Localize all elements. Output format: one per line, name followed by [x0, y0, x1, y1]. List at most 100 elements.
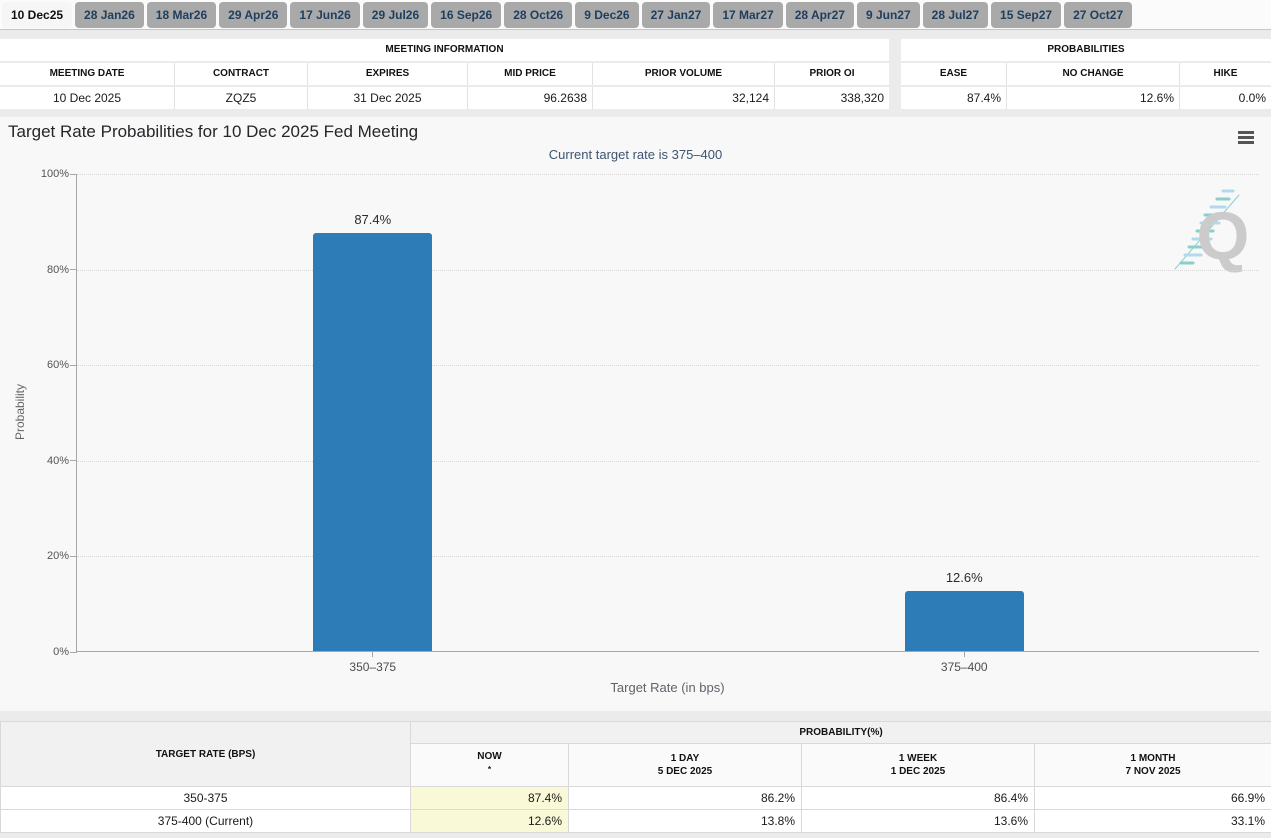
- tab-9-dec26[interactable]: 9 Dec26: [575, 2, 639, 28]
- chart-title: Target Rate Probabilities for 10 Dec 202…: [8, 122, 419, 141]
- x-axis-label: 350–375: [349, 660, 397, 674]
- col-no-change: NO CHANGE: [1007, 63, 1180, 85]
- bar-data-label: 87.4%: [354, 212, 392, 227]
- tab-27-oct27[interactable]: 27 Oct27: [1064, 2, 1133, 28]
- hamburger-menu-icon: [1238, 135, 1254, 139]
- y-axis-tick: [70, 173, 77, 175]
- tab-17-jun26[interactable]: 17 Jun26: [290, 2, 360, 28]
- ease-value: 87.4%: [901, 87, 1007, 109]
- tab-29-jul26[interactable]: 29 Jul26: [362, 2, 429, 28]
- col-expires: EXPIRES: [308, 63, 468, 85]
- one-day-value: 86.2%: [568, 786, 802, 810]
- no-change-value: 12.6%: [1007, 87, 1180, 109]
- y-gridline: [77, 556, 1259, 558]
- rate-375-400-current: 375-400 (Current): [0, 809, 411, 833]
- y-gridline: [77, 174, 1259, 175]
- x-axis-label: 375–400: [940, 660, 988, 674]
- col-contract: CONTRACT: [175, 63, 308, 85]
- y-axis-label: 0%: [53, 646, 69, 658]
- meeting-date-value: 10 Dec 2025: [0, 87, 175, 109]
- hamburger-menu-icon: [1238, 140, 1254, 144]
- tab-27-jan27[interactable]: 27 Jan27: [641, 2, 711, 28]
- meeting-information-table: MEETING INFORMATION MEETING DATE CONTRAC…: [0, 39, 889, 109]
- svg-text:Q: Q: [1197, 198, 1250, 274]
- tab-28-jan26[interactable]: 28 Jan26: [75, 2, 144, 28]
- y-axis-tick: [70, 364, 77, 366]
- meeting-information-header-row: MEETING DATE CONTRACT EXPIRES MID PRICE …: [0, 63, 889, 85]
- plot-area: Q 0% 20% 40% 60% 80% 100% 87.4% 350–375 12.6% 375…: [41, 168, 1259, 674]
- tab-16-sep26[interactable]: 16 Sep26: [431, 2, 502, 28]
- tab-15-sep27[interactable]: 15 Sep27: [991, 2, 1062, 28]
- y-gridline: [77, 269, 1259, 271]
- one-month-value: 33.1%: [1033, 809, 1271, 833]
- probability-history-table: TARGET RATE (BPS) PROBABILITY(%) NOW * 1 …: [0, 721, 1271, 833]
- probabilities-data-row: 87.4% 12.6% 0.0%: [901, 87, 1271, 109]
- contract-value: ZQZ5: [175, 87, 308, 109]
- col-1-week: 1 WEEK 1 DEC 2025: [801, 743, 1035, 787]
- one-month-value: 66.9%: [1033, 786, 1271, 810]
- table-row: 375-400 (Current) 12.6% 13.8% 13.6% 33.1…: [0, 809, 1271, 833]
- expires-value: 31 Dec 2025: [308, 87, 468, 109]
- col-now: NOW *: [410, 743, 569, 787]
- top-info-tables: MEETING INFORMATION MEETING DATE CONTRAC…: [0, 39, 1271, 109]
- col-prior-volume: PRIOR VOLUME: [593, 63, 775, 85]
- col-meeting-date: MEETING DATE: [0, 63, 175, 85]
- tab-9-jun27[interactable]: 9 Jun27: [856, 2, 920, 28]
- one-day-value: 13.8%: [568, 809, 802, 833]
- tab-10-dec25[interactable]: 10 Dec25: [2, 2, 73, 28]
- probability-pct-header: PROBABILITY(%): [409, 721, 1271, 744]
- x-axis-tick: [372, 651, 374, 657]
- y-axis-label: 40%: [46, 454, 69, 467]
- col-ease: EASE: [901, 63, 1007, 85]
- col-1-month: 1 MONTH 7 NOV 2025: [1033, 743, 1271, 787]
- now-footnote-asterisk: *: [487, 763, 492, 774]
- y-axis-label: 60%: [46, 359, 69, 372]
- probabilities-table: PROBABILITIES EASE NO CHANGE HIKE 87.4% …: [901, 39, 1271, 109]
- probability-bar[interactable]: [313, 233, 433, 651]
- y-axis-tick: [70, 555, 77, 557]
- probabilities-title: PROBABILITIES: [901, 39, 1271, 61]
- col-prior-oi: PRIOR OI: [809, 68, 855, 79]
- chart-subtitle: Current target rate is 375–400: [548, 147, 723, 162]
- y-gridline: [77, 460, 1259, 462]
- y-axis-label: 20%: [46, 550, 69, 563]
- prior-oi-value: 338,320: [840, 91, 884, 105]
- y-axis-tick: [70, 460, 77, 462]
- one-week-value: 13.6%: [801, 809, 1035, 833]
- mid-price-value: 96.2638: [468, 87, 593, 109]
- prior-volume-value: 32,124: [593, 87, 775, 109]
- target-rate-probabilities-chart: Target Rate Probabilities for 10 Dec 202…: [0, 117, 1271, 711]
- tab-29-apr26[interactable]: 29 Apr26: [219, 2, 288, 28]
- target-rate-bps-header: TARGET RATE (BPS): [0, 721, 411, 787]
- meeting-date-tabbar: 10 Dec25 28 Jan26 18 Mar26 29 Apr26 17 Jun26…: [0, 0, 1271, 30]
- bar-data-label: 12.6%: [945, 570, 983, 585]
- probability-bar[interactable]: [904, 591, 1024, 651]
- rate-350-375: 350-375: [0, 786, 411, 810]
- hamburger-menu-icon: [1238, 130, 1254, 134]
- now-value: 87.4%: [410, 786, 569, 810]
- y-axis-tick: [70, 651, 77, 653]
- tab-28-apr27[interactable]: 28 Apr27: [785, 2, 854, 28]
- y-gridline: [77, 365, 1259, 367]
- hike-value: 0.0%: [1238, 91, 1266, 105]
- col-hike: HIKE: [1213, 68, 1238, 79]
- tab-28-jul27[interactable]: 28 Jul27: [922, 2, 989, 28]
- quikstrike-watermark-icon: Q: [1174, 189, 1250, 274]
- table-row: 350-375 87.4% 86.2% 86.4% 66.9%: [0, 786, 1271, 810]
- probabilities-header-row: EASE NO CHANGE HIKE: [901, 63, 1271, 85]
- meeting-information-data-row: 10 Dec 2025 ZQZ5 31 Dec 2025 96.2638 32,…: [0, 87, 889, 109]
- y-axis-tick: [70, 269, 77, 271]
- y-axis-label: 100%: [40, 168, 69, 180]
- col-mid-price: MID PRICE: [468, 63, 593, 85]
- tab-17-mar27[interactable]: 17 Mar27: [713, 2, 783, 28]
- now-value: 12.6%: [410, 809, 569, 833]
- x-axis-tick: [963, 651, 965, 657]
- tab-18-mar26[interactable]: 18 Mar26: [146, 2, 217, 28]
- x-axis-title: Target Rate (in bps): [610, 680, 725, 695]
- chart-context-menu-button[interactable]: [1235, 127, 1257, 147]
- col-1-day: 1 DAY 5 DEC 2025: [568, 743, 802, 787]
- meeting-information-title: MEETING INFORMATION: [0, 39, 889, 61]
- y-axis-label: 80%: [46, 263, 69, 276]
- tab-28-oct26[interactable]: 28 Oct26: [504, 2, 573, 28]
- one-week-value: 86.4%: [801, 786, 1035, 810]
